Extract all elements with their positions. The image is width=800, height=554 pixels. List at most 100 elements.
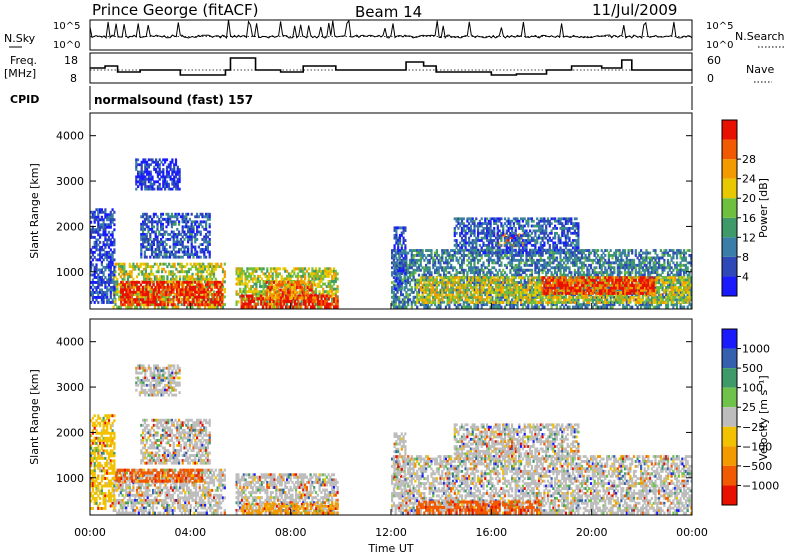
power-cell (143, 300, 146, 304)
power-cell (283, 299, 286, 303)
power-cell (477, 271, 480, 275)
power-cell (435, 251, 438, 255)
power-cell (269, 305, 272, 309)
power-cell (123, 267, 126, 271)
power-cell (428, 258, 431, 262)
power-cell (272, 286, 275, 290)
power-cell (173, 165, 176, 169)
power-cell (149, 293, 152, 297)
power-cell (325, 302, 329, 306)
power-cell (148, 275, 151, 279)
power-cell (469, 249, 472, 252)
power-cell (258, 274, 262, 278)
power-cell (156, 187, 159, 191)
power-cell (102, 301, 105, 304)
power-cell (255, 295, 258, 299)
power-cell (158, 243, 161, 246)
power-cell (139, 270, 142, 274)
power-cell (143, 220, 146, 224)
power-cell (160, 187, 163, 191)
power-cell (203, 248, 206, 251)
power-cell (113, 293, 116, 297)
power-cell (130, 280, 134, 284)
power-cell (192, 230, 195, 234)
power-cell (104, 245, 107, 249)
power-cell (123, 300, 126, 304)
power-cell (193, 265, 196, 269)
power-cell (296, 291, 299, 295)
power-cell (109, 243, 112, 247)
power-cell (287, 285, 290, 289)
power-cell (165, 238, 168, 241)
power-cell (154, 295, 157, 299)
power-cell (305, 269, 308, 273)
power-cell (400, 293, 403, 297)
power-cell (106, 286, 109, 289)
power-cell (217, 290, 220, 294)
power-cell (615, 261, 618, 265)
power-cell (416, 293, 419, 297)
power-cell (496, 281, 499, 284)
power-cell (185, 290, 188, 294)
power-cell (215, 300, 218, 304)
power-cell (632, 258, 636, 262)
power-cell (276, 305, 279, 309)
power-cell (179, 293, 182, 297)
power-cell (446, 263, 449, 267)
power-cell (537, 261, 541, 265)
power-cell (194, 285, 197, 289)
power-cell (203, 235, 206, 239)
power-cell (90, 220, 93, 224)
power-cell (178, 250, 181, 254)
power-cell (154, 248, 157, 251)
power-cell (185, 280, 188, 284)
power-cell (90, 248, 93, 252)
power-cell (144, 272, 147, 276)
power-cell (408, 271, 412, 275)
power-cell (154, 303, 157, 307)
power-cell (165, 293, 168, 297)
power-cell (205, 248, 208, 251)
power-cell (316, 272, 319, 276)
power-cell (284, 269, 287, 273)
power-cell (141, 303, 144, 306)
power-cell (400, 305, 403, 309)
power-cell (159, 300, 162, 304)
power-cell (118, 298, 121, 301)
power-cell (121, 290, 125, 294)
power-cell (244, 292, 247, 296)
power-cell (410, 273, 413, 277)
power-cell (140, 170, 143, 174)
power-cell (274, 286, 277, 290)
power-cell (262, 292, 265, 296)
power-cell (237, 292, 240, 296)
power-cell (421, 266, 424, 270)
power-cell (502, 256, 505, 260)
power-cell (119, 275, 122, 279)
power-cell (129, 288, 132, 292)
power-cell (570, 271, 573, 275)
power-cell (334, 272, 337, 276)
power-cell (314, 300, 318, 304)
power-cell (203, 220, 206, 224)
power-cell (120, 290, 123, 294)
power-cell (299, 296, 302, 300)
power-cell (410, 266, 413, 270)
power-cell (307, 272, 310, 276)
power-cell (245, 294, 248, 298)
power-cell (473, 271, 476, 275)
power-cell (91, 230, 94, 234)
power-cell (203, 293, 206, 297)
power-cell (408, 261, 412, 265)
power-cell (215, 280, 218, 284)
power-cell (91, 210, 94, 214)
power-cell (145, 293, 148, 297)
power-cell (296, 305, 299, 309)
power-cell (134, 285, 137, 289)
power-cell (191, 295, 194, 299)
power-cell (147, 163, 150, 167)
power-cell (181, 245, 184, 249)
power-cell (183, 298, 186, 302)
power-cell (287, 274, 290, 278)
power-cell (113, 265, 116, 269)
